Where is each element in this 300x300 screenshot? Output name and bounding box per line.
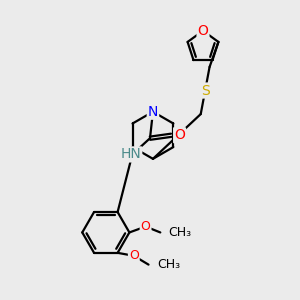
Text: S: S xyxy=(201,83,209,98)
Text: CH₃: CH₃ xyxy=(157,258,180,271)
Text: N: N xyxy=(148,105,158,119)
Text: HN: HN xyxy=(121,147,141,161)
Text: O: O xyxy=(174,128,185,142)
Text: O: O xyxy=(198,24,208,38)
Text: CH₃: CH₃ xyxy=(169,226,192,239)
Text: O: O xyxy=(141,220,151,233)
Text: O: O xyxy=(129,249,139,262)
